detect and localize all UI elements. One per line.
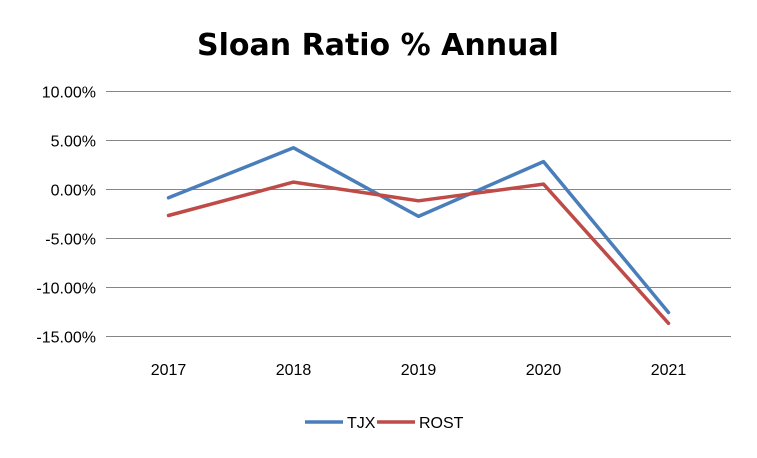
series-lines <box>166 146 671 326</box>
x-tick-label: 2020 <box>526 362 562 379</box>
x-tick-label: 2018 <box>276 362 312 379</box>
series-line-tjx <box>166 146 671 315</box>
x-tick-label: 2021 <box>651 362 687 379</box>
x-tick-label: 2017 <box>151 362 187 379</box>
y-tick-label: -10.00% <box>36 281 96 298</box>
legend-label-tjx: TJX <box>347 415 376 432</box>
y-tick-label: 5.00% <box>51 134 96 151</box>
y-tick-label: -5.00% <box>45 232 96 249</box>
y-tick-label: 10.00% <box>42 85 96 102</box>
x-tick-label: 2019 <box>401 362 437 379</box>
x-axis-tick-labels: 2017 2018 2019 2020 2021 <box>151 362 687 379</box>
y-tick-label: -15.00% <box>36 330 96 347</box>
legend-label-rost: ROST <box>419 415 464 432</box>
chart-title: Sloan Ratio % Annual <box>197 28 559 63</box>
y-tick-label: 0.00% <box>51 183 96 200</box>
legend: TJX ROST <box>305 415 464 432</box>
gridlines <box>106 91 731 337</box>
series-line-rost <box>166 180 671 326</box>
y-axis-tick-labels: 10.00% 5.00% 0.00% -5.00% -10.00% -15.00% <box>36 85 96 347</box>
